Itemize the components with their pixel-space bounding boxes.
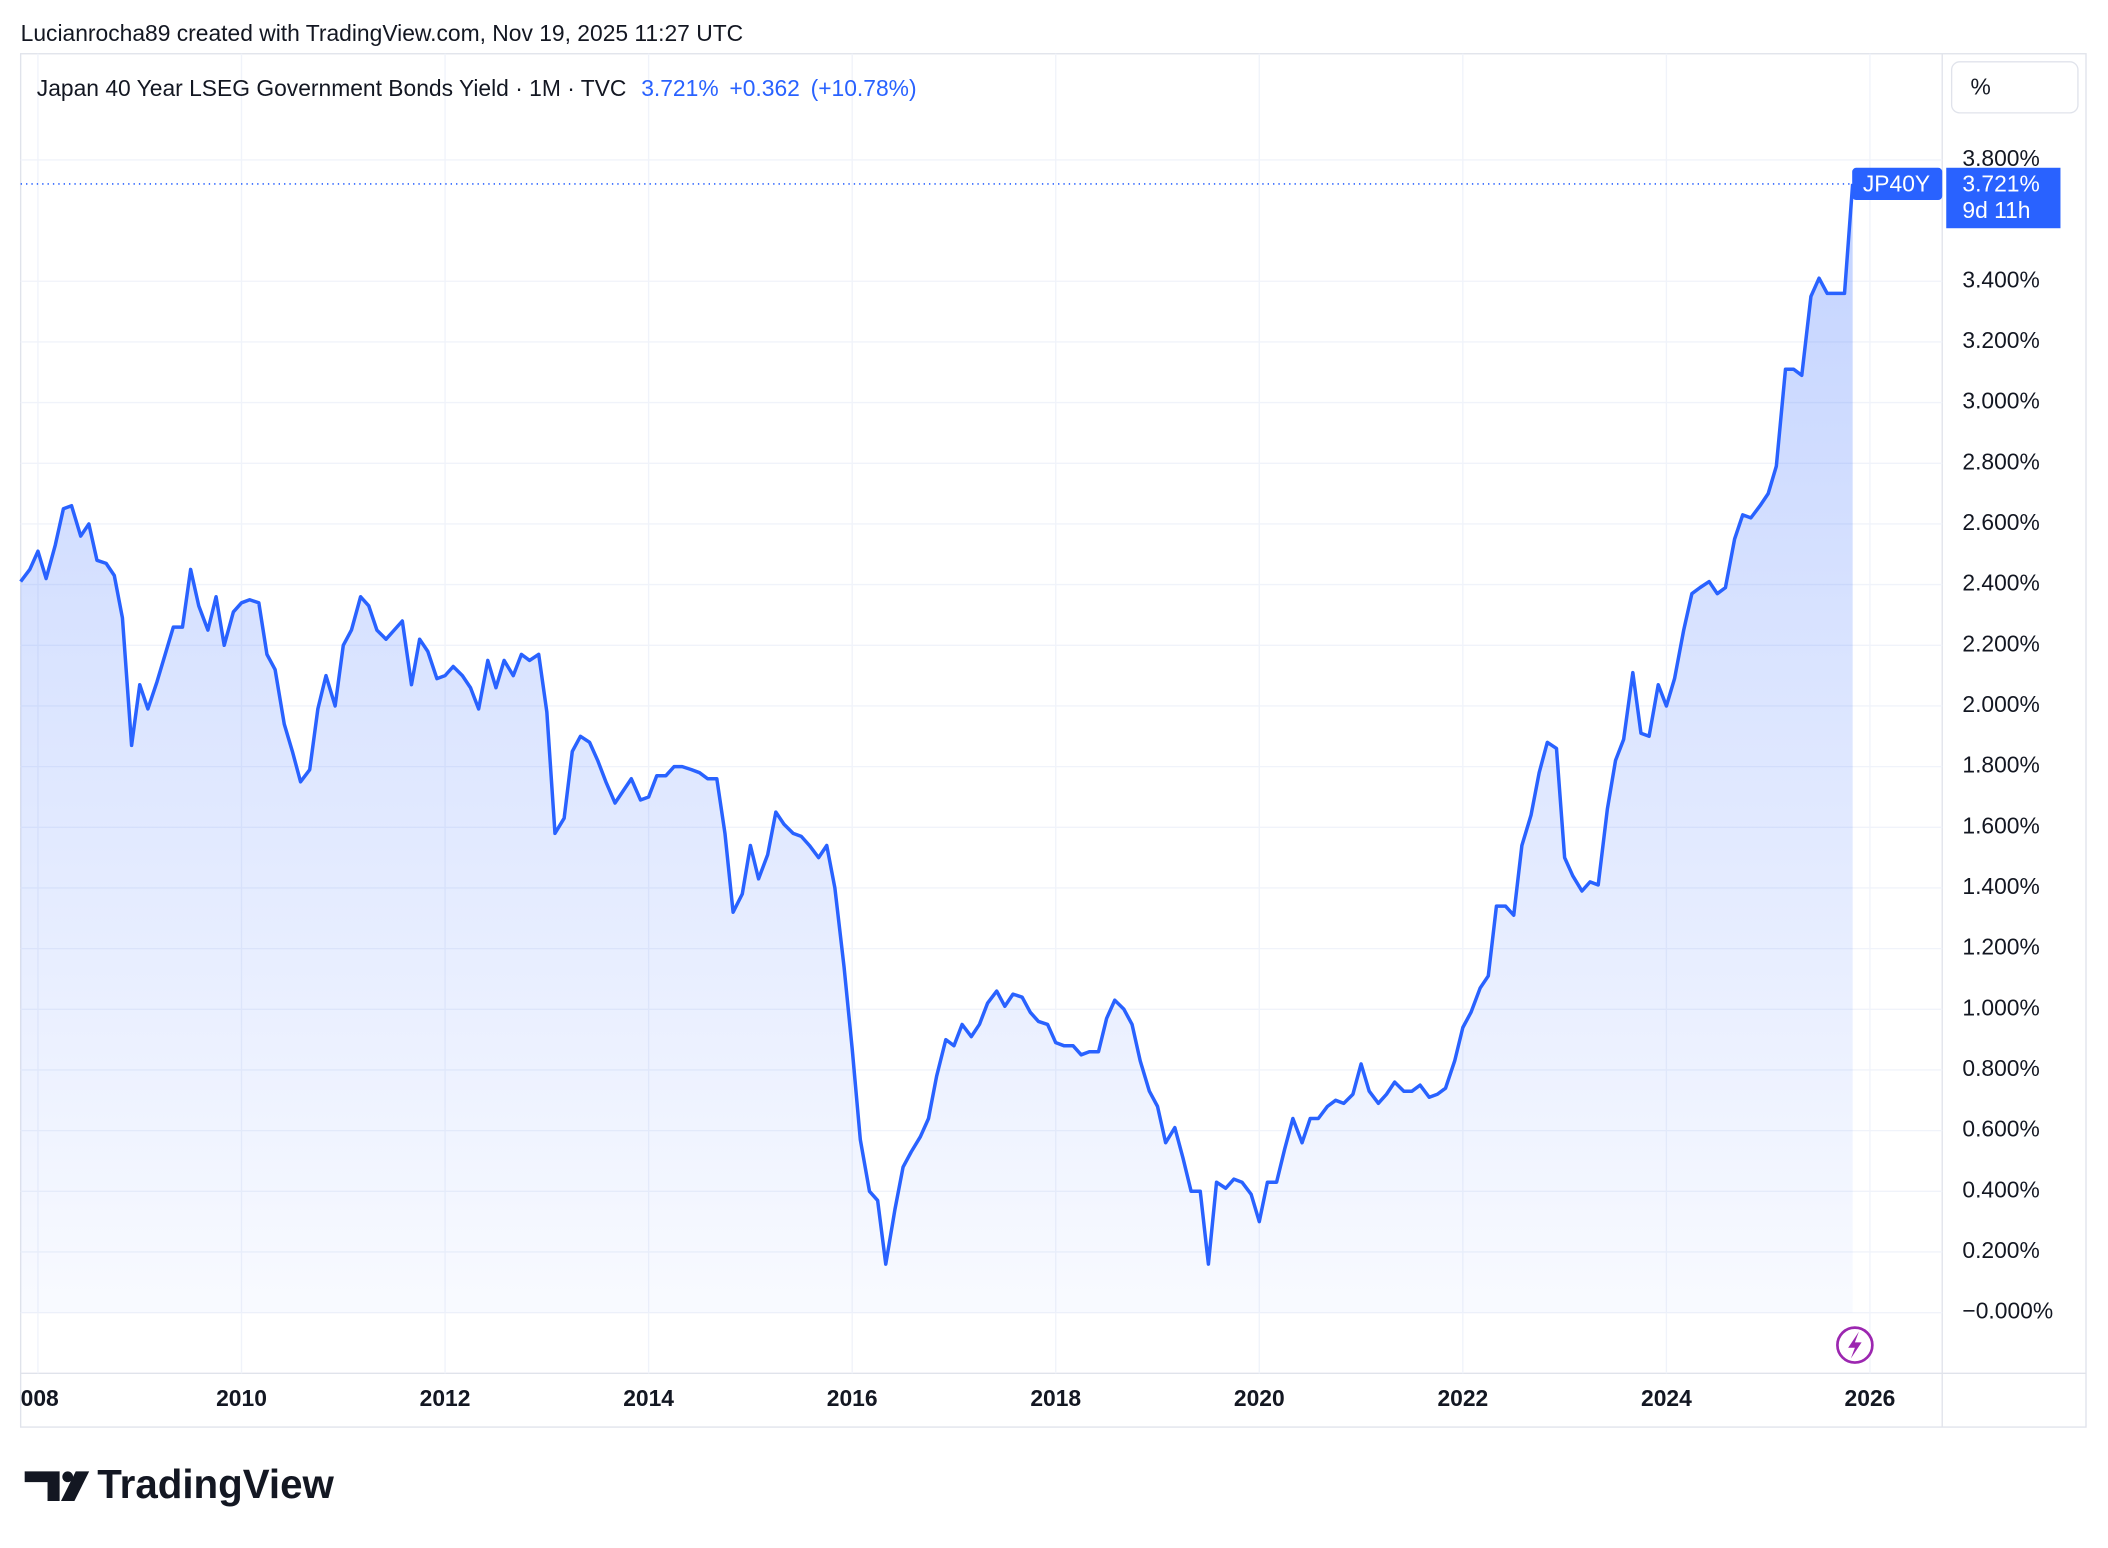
logo: TradingView bbox=[24, 1462, 335, 1507]
legend-title: Japan 40 Year LSEG Government Bonds Yiel… bbox=[37, 75, 627, 101]
x-tick-label: 2012 bbox=[420, 1385, 471, 1411]
y-tick-label: 3.800% bbox=[1962, 145, 2039, 171]
y-tick-label: 2.000% bbox=[1962, 691, 2039, 717]
scale-button[interactable] bbox=[1950, 61, 2079, 114]
y-tick-label: 1.000% bbox=[1962, 994, 2039, 1020]
x-tick-label: 2010 bbox=[216, 1385, 267, 1411]
scale-button-label[interactable]: % bbox=[1970, 74, 1990, 100]
event-icon bbox=[1836, 1326, 1874, 1364]
x-tick-label: 2016 bbox=[827, 1385, 878, 1411]
y-tick-label: 3.400% bbox=[1962, 266, 2039, 292]
y-tick-label: 1.400% bbox=[1962, 873, 2039, 899]
y-tick-label: 1.200% bbox=[1962, 934, 2039, 960]
header-text: Lucianrocha89 created with TradingView.c… bbox=[21, 20, 743, 46]
price-tag-price: 3.721% bbox=[1962, 170, 2039, 196]
y-tick-label: 3.200% bbox=[1962, 327, 2039, 353]
y-tick-label: 1.800% bbox=[1962, 752, 2039, 778]
y-tick-label: 0.800% bbox=[1962, 1055, 2039, 1081]
legend-change-percent: (+10.78%) bbox=[811, 75, 917, 101]
x-tick-label: 2018 bbox=[1030, 1385, 1081, 1411]
y-tick-label: 0.600% bbox=[1962, 1116, 2039, 1142]
price-tag-countdown: 9d 11h bbox=[1962, 197, 2030, 223]
x-tick-label: 2026 bbox=[1845, 1385, 1896, 1411]
y-tick-label: 2.200% bbox=[1962, 630, 2039, 656]
price-tag: JP40Y 3.721%9d 11h bbox=[1852, 167, 2061, 229]
line bbox=[19, 183, 1855, 1266]
y-tick-label: 2.600% bbox=[1962, 509, 2039, 535]
x-tick-label: 2020 bbox=[1234, 1385, 1285, 1411]
plot bbox=[19, 183, 1943, 1313]
area-fill bbox=[20, 183, 1853, 1313]
y-tick-label: 3.000% bbox=[1962, 388, 2039, 414]
y-tick-label: −0.000% bbox=[1962, 1298, 2053, 1324]
price-tag-box bbox=[1946, 167, 2061, 229]
x-tick-label: 2014 bbox=[623, 1385, 674, 1411]
symbol-tag bbox=[1852, 167, 1943, 201]
x-tick-label: 2022 bbox=[1437, 1385, 1488, 1411]
x-tick-label: 2024 bbox=[1641, 1385, 1692, 1411]
legend-last: 3.721% bbox=[641, 75, 718, 101]
y-tick-label: 1.600% bbox=[1962, 812, 2039, 838]
y-tick-label: 0.400% bbox=[1962, 1176, 2039, 1202]
y-tick-label: 2.800% bbox=[1962, 448, 2039, 474]
symbol-tag-label: JP40Y bbox=[1863, 170, 1930, 196]
x-tick-label: 008 bbox=[21, 1385, 59, 1411]
legend-change: +0.362 bbox=[729, 75, 799, 101]
y-tick-label: 2.400% bbox=[1962, 570, 2039, 596]
y-tick-label: 0.200% bbox=[1962, 1237, 2039, 1263]
logo-text: TradingView bbox=[97, 1462, 334, 1507]
